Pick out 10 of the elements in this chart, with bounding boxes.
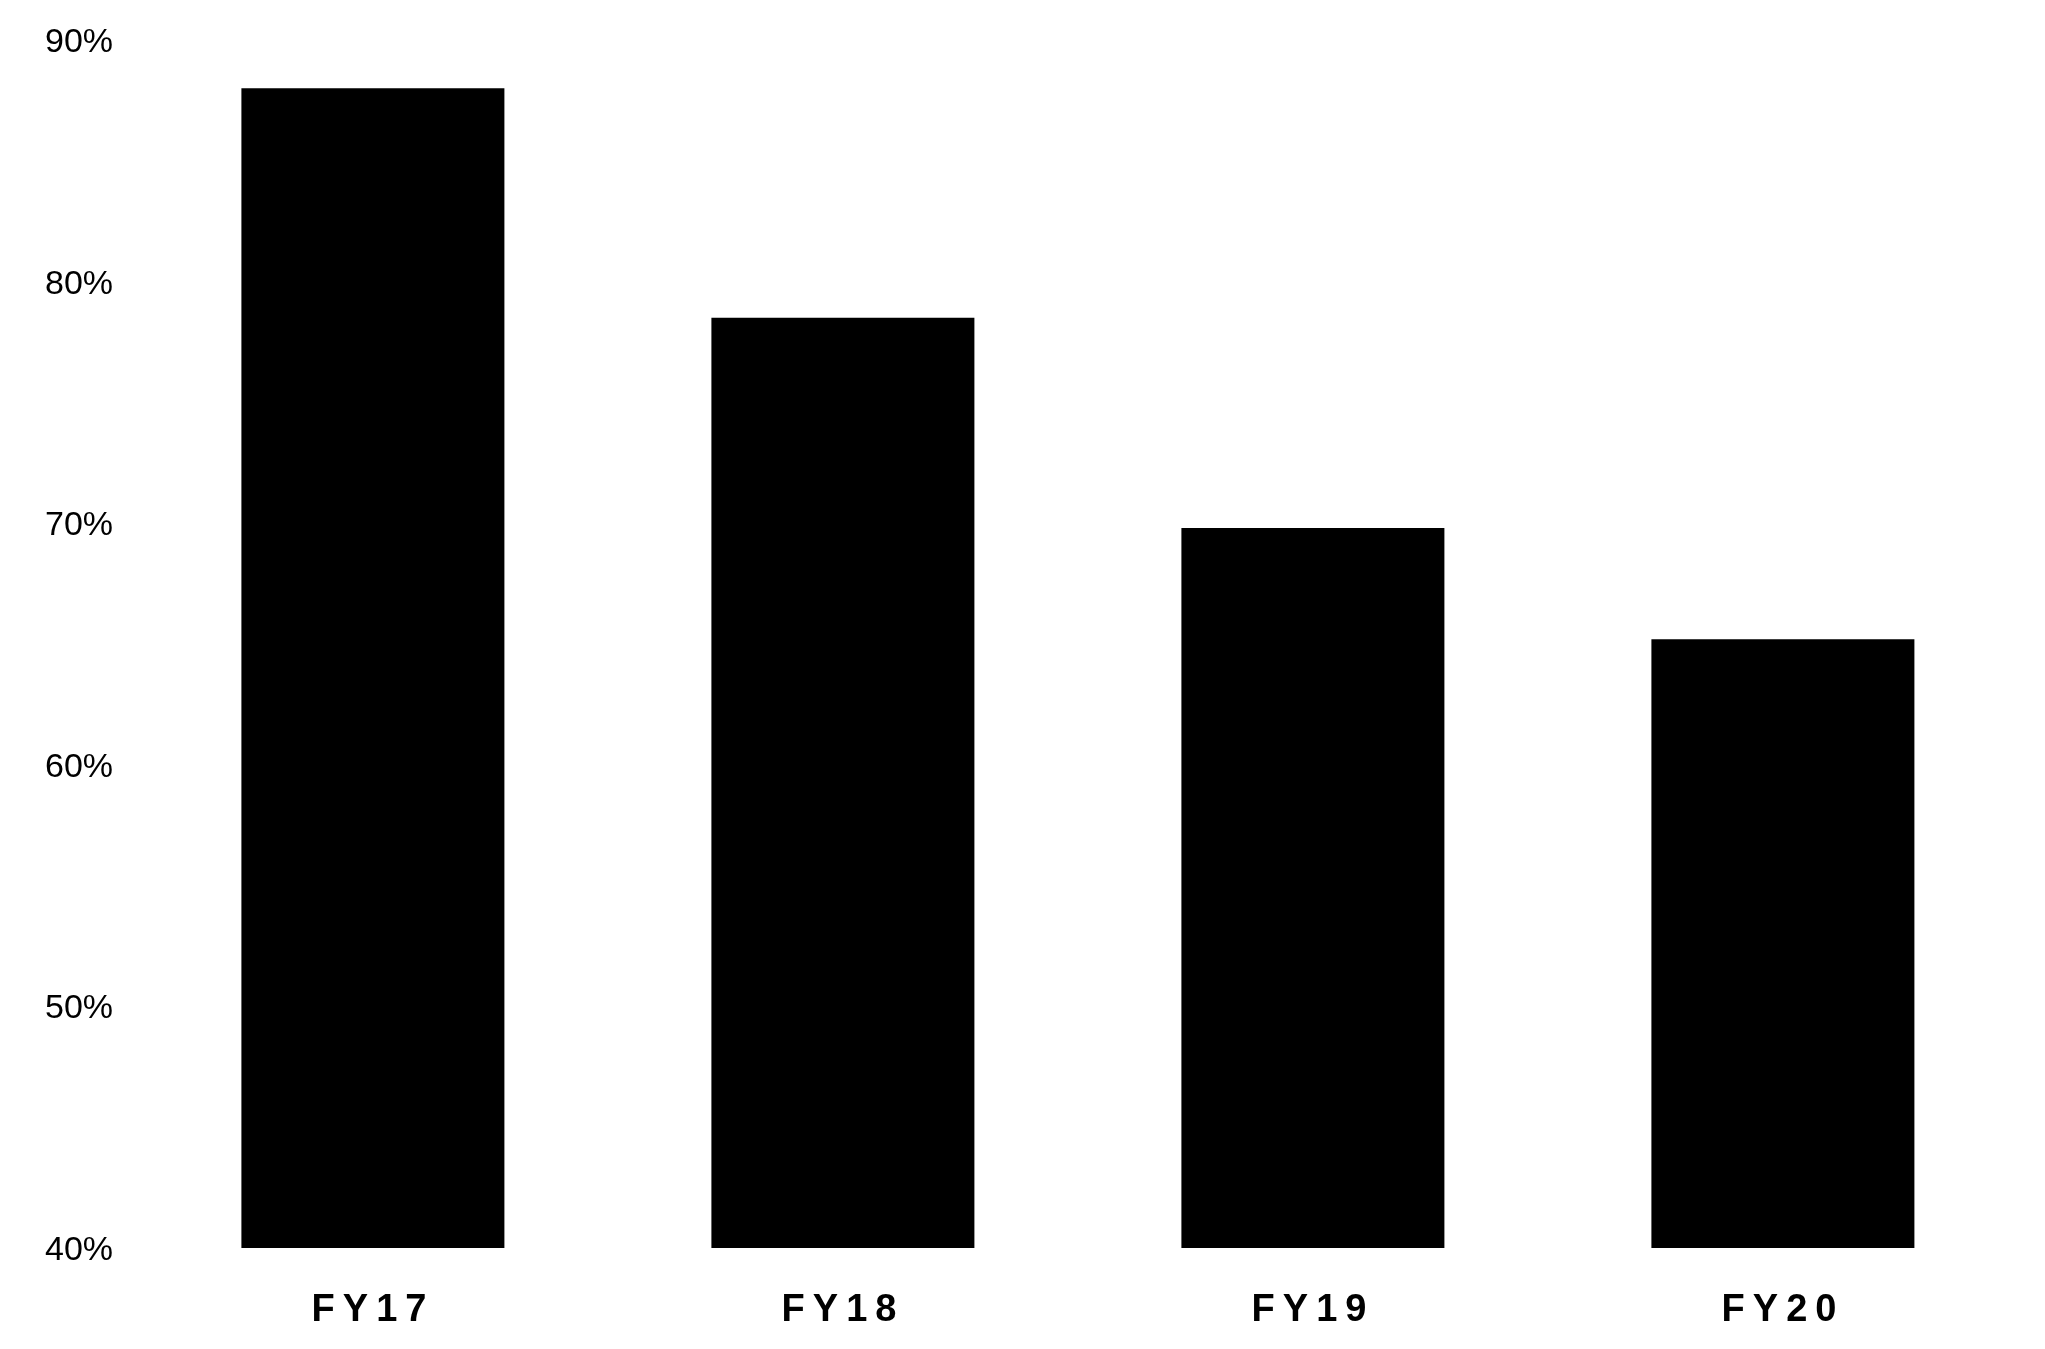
y-tick-label: 90% [45, 21, 114, 60]
x-tick-label: FY19 [1251, 1286, 1375, 1329]
y-tick-label: 50% [45, 987, 114, 1026]
x-tick-label: FY17 [311, 1286, 435, 1329]
x-tick-label: FY20 [1721, 1286, 1845, 1329]
y-tick-label: 70% [45, 504, 114, 543]
y-tick-label: 40% [45, 1229, 114, 1268]
y-tick-label: 60% [45, 745, 114, 784]
y-tick-label: 80% [45, 262, 114, 301]
x-tick-label: FY18 [781, 1286, 905, 1329]
